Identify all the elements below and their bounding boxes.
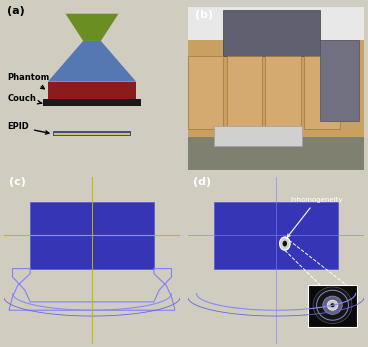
Bar bbox=[188, 137, 364, 170]
Ellipse shape bbox=[283, 241, 287, 246]
Text: Phantom: Phantom bbox=[7, 73, 49, 89]
Circle shape bbox=[313, 287, 352, 323]
Bar bbox=[53, 131, 131, 136]
Circle shape bbox=[330, 303, 335, 307]
Bar bbox=[188, 40, 364, 137]
Polygon shape bbox=[66, 14, 118, 41]
Bar bbox=[43, 99, 141, 106]
Text: EPID: EPID bbox=[7, 122, 49, 134]
Ellipse shape bbox=[280, 237, 290, 250]
Bar bbox=[227, 56, 262, 129]
Bar bbox=[188, 56, 223, 129]
Bar bbox=[48, 82, 136, 99]
Circle shape bbox=[327, 300, 338, 310]
Polygon shape bbox=[48, 41, 136, 82]
Bar bbox=[54, 133, 130, 135]
Text: (b): (b) bbox=[195, 10, 213, 20]
Bar bbox=[188, 7, 364, 48]
Circle shape bbox=[323, 296, 342, 314]
Text: Inhomogeneity: Inhomogeneity bbox=[287, 197, 343, 237]
Text: (d): (d) bbox=[193, 177, 211, 187]
Bar bbox=[308, 285, 357, 327]
Bar bbox=[320, 40, 359, 121]
Bar bbox=[304, 56, 340, 129]
Bar bbox=[214, 126, 302, 146]
Bar bbox=[223, 10, 320, 56]
Bar bbox=[30, 202, 154, 269]
Text: (a): (a) bbox=[7, 6, 25, 16]
Text: (c): (c) bbox=[9, 177, 26, 187]
Bar bbox=[265, 56, 301, 129]
Text: Couch: Couch bbox=[7, 94, 42, 104]
Bar bbox=[214, 202, 338, 269]
